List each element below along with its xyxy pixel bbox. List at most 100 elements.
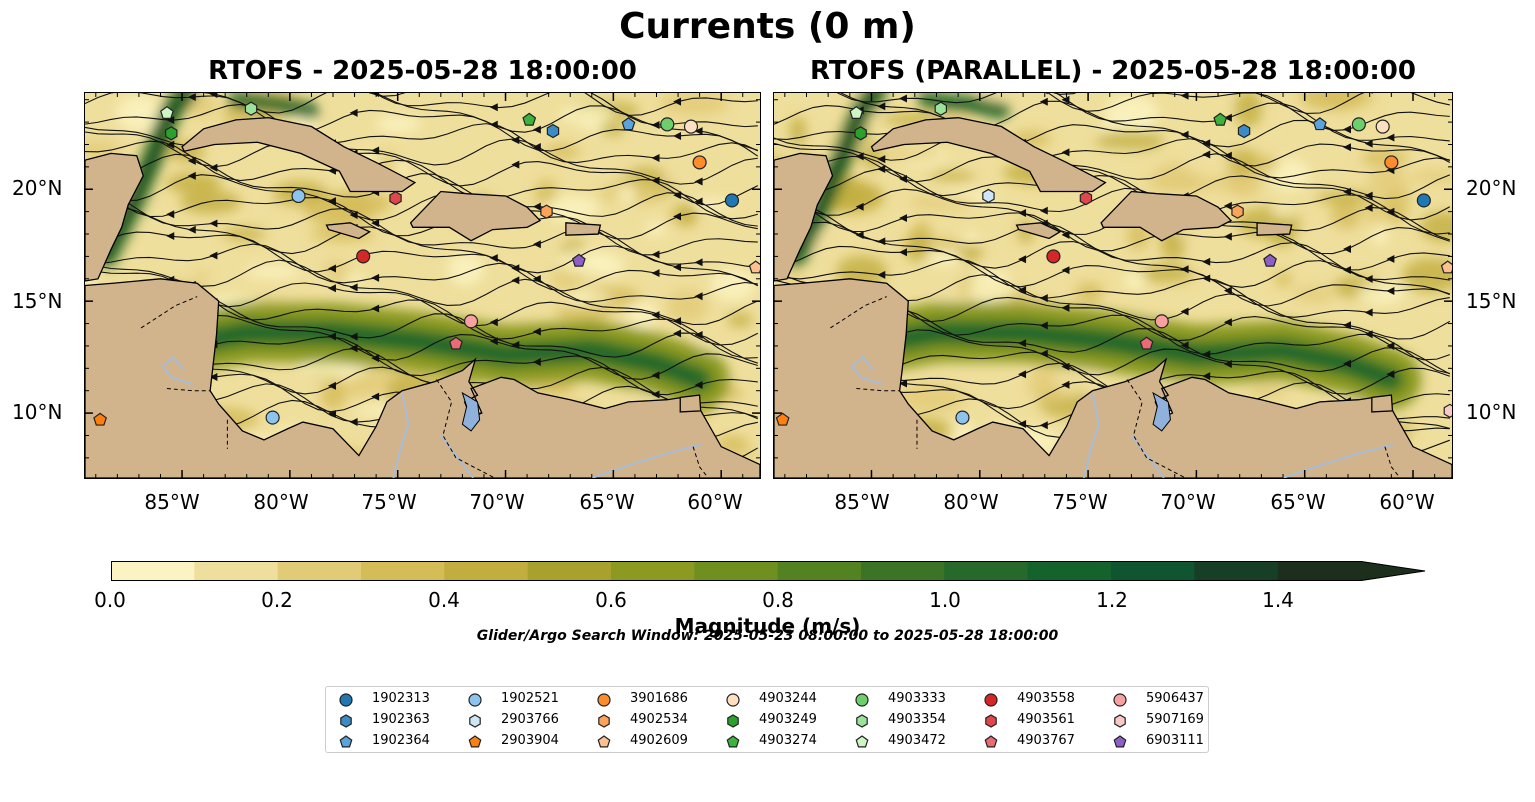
legend-label: 5906437 [1146, 691, 1204, 706]
float-marker-2903904 [93, 412, 107, 426]
float-marker-4903249 [165, 126, 178, 141]
float-marker-3901686 [1384, 155, 1399, 170]
colorbar-segment [1111, 561, 1195, 581]
lon-tick-left: 75°W [361, 490, 417, 514]
float-marker-4903354 [244, 101, 258, 116]
legend-marker-4903472 [855, 735, 869, 748]
colorbar-segment [861, 561, 945, 581]
legend-marker-4903561 [985, 714, 997, 728]
land-cuba [181, 117, 417, 193]
legend-marker-2903766 [469, 714, 481, 728]
figure-title: Currents (0 m) [619, 6, 916, 47]
legend-label: 4903354 [888, 712, 946, 727]
float-marker-1902363 [546, 123, 560, 139]
lon-tick-left: 80°W [253, 490, 309, 514]
colorbar-tick: 0.0 [94, 588, 126, 612]
land-trinidad [679, 394, 702, 413]
legend-label: 4902609 [630, 733, 688, 748]
float-marker-4903244 [683, 119, 699, 134]
land-yucatan [85, 152, 144, 282]
legend-marker-6903111 [1113, 735, 1127, 748]
float-marker-4903274 [522, 112, 537, 126]
float-marker-5906437 [1154, 314, 1169, 329]
lon-tick-left: 70°W [469, 490, 525, 514]
legend-label: 4903249 [759, 712, 817, 727]
float-marker-1902313 [1416, 193, 1431, 208]
legend-marker-5906437 [1113, 693, 1127, 707]
map-right-svg [774, 93, 1452, 478]
legend-label: 4903274 [759, 733, 817, 748]
lon-tick-left: 65°W [579, 490, 635, 514]
colorbar-segment [777, 561, 862, 581]
colorbar-segment [611, 561, 695, 581]
colorbar-segment [194, 561, 279, 581]
lake-maracaibo [1152, 391, 1171, 432]
legend-label: 4902534 [630, 712, 688, 727]
float-marker-4902534 [540, 204, 553, 219]
land-puerto-rico [1256, 222, 1293, 236]
float-marker-4903244 [1375, 119, 1390, 134]
legend-marker-4903244 [726, 693, 740, 707]
float-marker-4903767 [1139, 336, 1154, 350]
legend-marker-4903333 [855, 693, 869, 707]
land-jamaica [325, 222, 372, 240]
legend-label: 1902364 [372, 733, 430, 748]
legend-label: 4903767 [1017, 733, 1075, 748]
colorbar-segment [111, 561, 195, 581]
legend-marker-4902534 [598, 714, 610, 728]
colorbar-tick: 1.2 [1096, 588, 1128, 612]
colorbar-segment [444, 561, 529, 581]
lat-tick-right: 20°N [1466, 176, 1517, 200]
legend-label: 4903558 [1017, 691, 1075, 706]
land-puerto-rico [565, 222, 602, 236]
float-marker-4903558 [356, 249, 371, 264]
float-marker-1902364 [1312, 117, 1327, 131]
float-marker-4903561 [1079, 191, 1093, 206]
colorbar-tick: 0.8 [762, 588, 794, 612]
search-window-text: Glider/Argo Search Window: 2025-05-23 08… [476, 628, 1059, 644]
float-marker-4902609 [748, 260, 760, 274]
colorbar-segment [1194, 561, 1279, 581]
legend-marker-4902609 [597, 735, 611, 748]
colorbar-segment [277, 561, 362, 581]
colorbar-segment [694, 561, 779, 581]
float-marker-6903111 [1263, 253, 1277, 267]
legend-marker-1902521 [468, 693, 482, 707]
map-left-svg [85, 93, 760, 478]
land-hispaniola [409, 190, 542, 242]
float-marker-4903333 [660, 117, 675, 132]
colorbar-extend-arrow [1361, 561, 1425, 581]
float-legend: 1902313 1902363 1902364 1902521 2903766 29039… [325, 686, 1209, 753]
legend-marker-4903767 [984, 735, 998, 748]
float-marker-1902521 [955, 410, 970, 425]
colorbar-segment [1277, 561, 1362, 581]
float-marker-4903472 [160, 105, 174, 119]
float-marker-4903354 [934, 101, 947, 116]
colorbar-tick: 0.6 [595, 588, 627, 612]
float-marker-5907169 [1443, 403, 1452, 419]
float-marker-1902521 [291, 188, 306, 204]
land-hispaniola [1100, 190, 1233, 242]
lat-tick-left: 10°N [12, 400, 63, 424]
lon-tick-left: 60°W [687, 490, 743, 514]
legend-label: 4903244 [759, 691, 817, 706]
float-marker-2903904 [775, 412, 790, 426]
land-yucatan [774, 152, 834, 282]
map-panel-rtofs-parallel [773, 92, 1453, 479]
lon-tick-right: 80°W [943, 490, 999, 514]
legend-label: 2903904 [501, 733, 559, 748]
legend-label: 1902313 [372, 691, 430, 706]
lat-tick-left: 20°N [12, 176, 63, 200]
land-south-central-america [85, 278, 760, 478]
legend-marker-4903249 [727, 714, 739, 728]
legend-label: 1902363 [372, 712, 430, 727]
legend-marker-4903354 [856, 714, 868, 728]
float-marker-4903561 [389, 191, 402, 206]
legend-label: 4903333 [888, 691, 946, 706]
float-marker-1902521 [265, 410, 280, 425]
colorbar-segment [527, 561, 612, 581]
legend-label: 6903111 [1146, 733, 1204, 748]
lon-tick-right: 65°W [1270, 490, 1326, 514]
legend-label: 3901686 [630, 691, 688, 706]
float-marker-5906437 [463, 314, 479, 329]
